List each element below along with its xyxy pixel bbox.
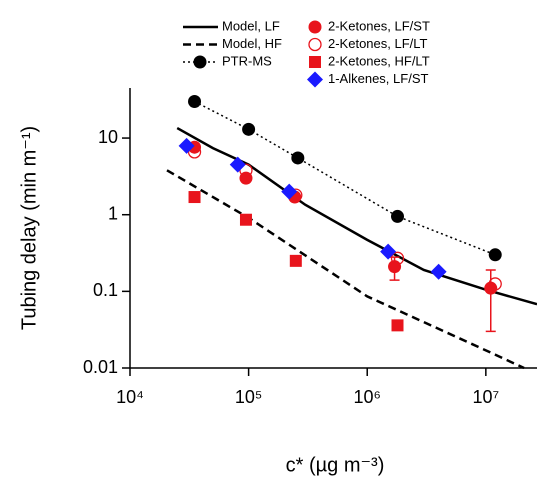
data-point	[178, 137, 195, 154]
legend-marker	[193, 55, 207, 69]
y-tick-label: 0.1	[93, 280, 118, 300]
series-line	[176, 126, 537, 306]
legend-label: 2-Ketones, HF/LT	[328, 53, 430, 68]
x-tick-label: 10⁶	[354, 387, 381, 407]
legend-marker	[307, 71, 323, 88]
data-point	[380, 243, 397, 260]
data-point	[188, 191, 201, 204]
legend-label: 1-Alkenes, LF/ST	[328, 71, 428, 86]
x-tick-label: 10⁵	[235, 387, 262, 407]
data-point	[281, 183, 298, 200]
legend-label: Model, HF	[222, 36, 282, 51]
data-point	[291, 151, 305, 165]
data-point	[488, 248, 502, 262]
legend-label: Model, LF	[222, 18, 280, 33]
y-tick-label: 10	[98, 127, 118, 147]
data-point	[388, 260, 402, 274]
data-point	[239, 213, 252, 226]
data-point	[390, 251, 405, 265]
x-axis-label: c* (µg m⁻³)	[286, 454, 385, 476]
data-point	[289, 254, 302, 267]
y-axis-label: Tubing delay (min m⁻¹)	[18, 126, 40, 330]
data-point	[391, 209, 405, 223]
data-point	[391, 319, 404, 332]
y-tick-label: 0.01	[83, 357, 118, 377]
x-tick-label: 10⁷	[473, 387, 500, 407]
legend-label: 2-Ketones, LF/ST	[328, 18, 430, 33]
y-tick-label: 1	[108, 203, 118, 223]
x-tick-label: 10⁴	[116, 387, 144, 407]
data-point	[229, 156, 246, 173]
series-line	[194, 100, 496, 256]
legend-marker	[308, 37, 322, 52]
data-point	[188, 94, 202, 108]
data-point	[242, 122, 256, 136]
data-point	[488, 277, 502, 291]
legend-marker	[308, 20, 322, 34]
legend-label: 2-Ketones, LF/LT	[328, 36, 428, 51]
series-line	[166, 169, 525, 370]
data-point	[430, 263, 447, 280]
legend-label: PTR-MS	[222, 53, 272, 68]
legend-marker	[309, 56, 321, 68]
